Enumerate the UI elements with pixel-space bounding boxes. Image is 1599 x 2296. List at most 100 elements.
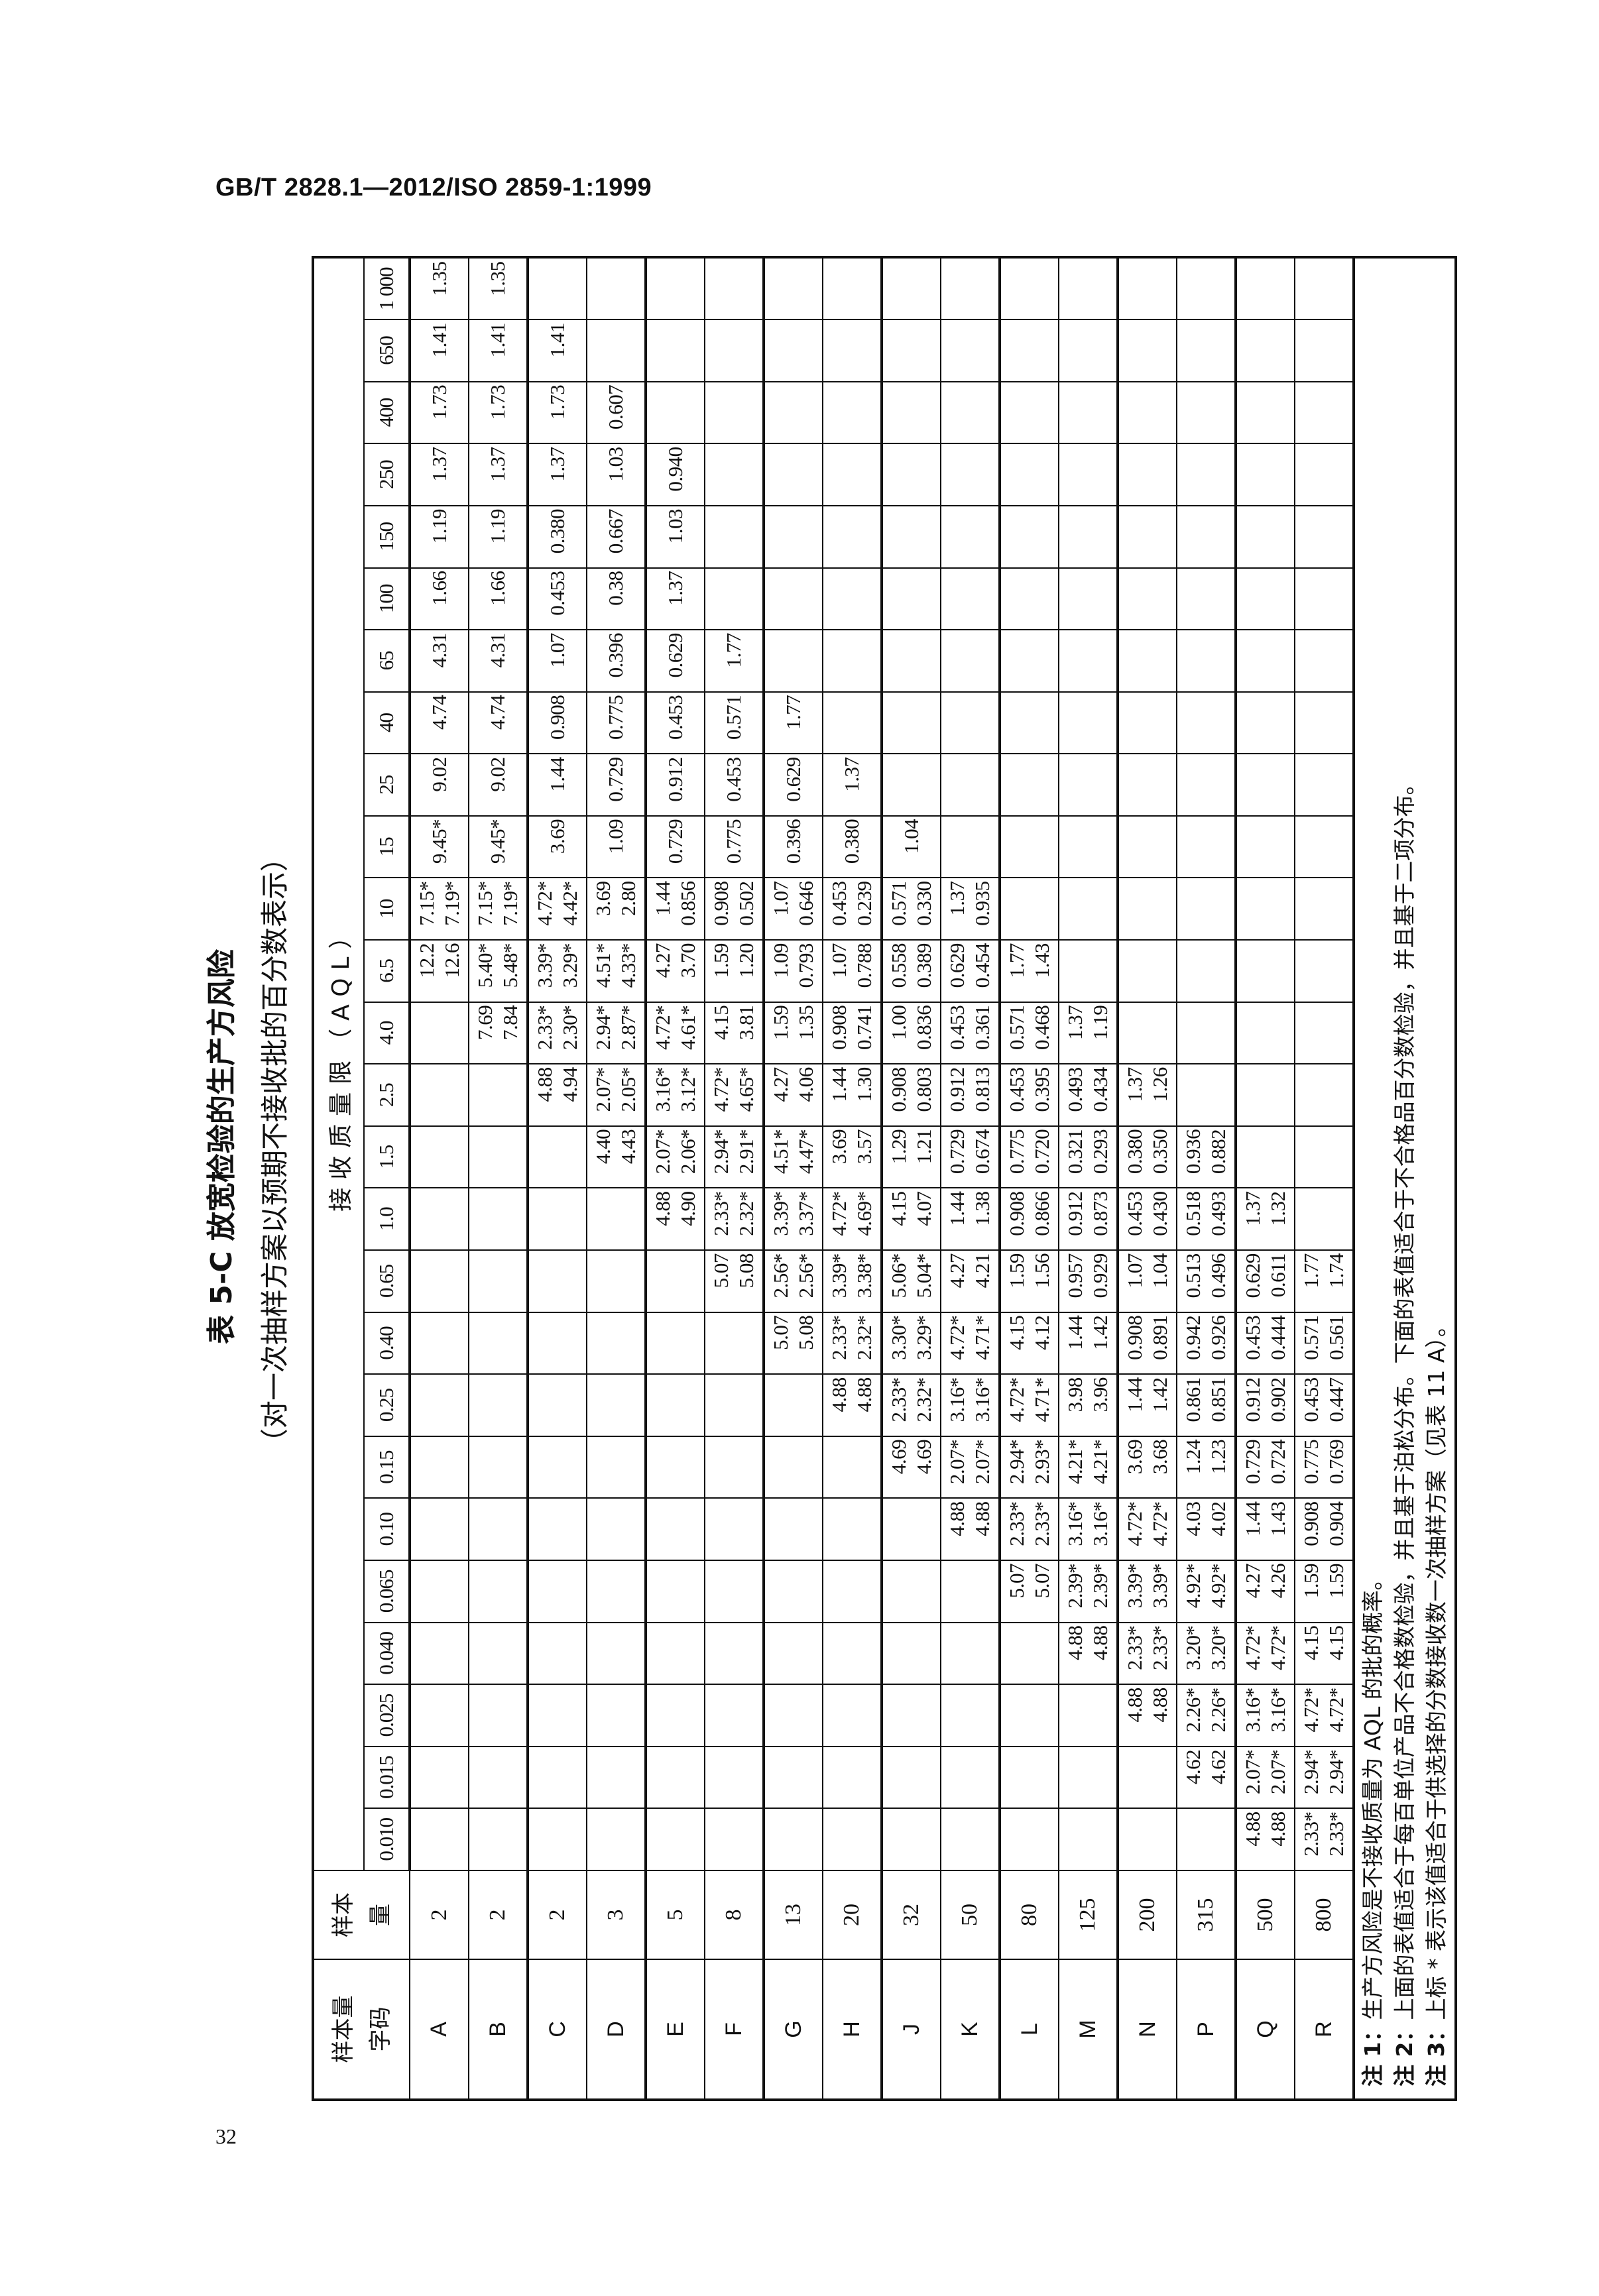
- risk-cell: [1059, 319, 1118, 382]
- risk-cell: 1.44: [528, 754, 587, 816]
- risk-value-poisson: 3.16*: [651, 1067, 674, 1112]
- risk-value-poisson: 0.942: [1181, 1315, 1205, 1360]
- risk-value-binomial: 4.43: [617, 1129, 640, 1165]
- aql-column-header: 65: [364, 630, 410, 692]
- risk-cell: [1000, 630, 1059, 692]
- risk-cell-values: 1.59 1.56: [1001, 1251, 1058, 1312]
- risk-cell: [1000, 567, 1059, 630]
- risk-value-binomial: 0.454: [971, 943, 994, 988]
- risk-cell-values: 1.29 1.21: [883, 1127, 940, 1188]
- risk-value-poisson: 4.88: [827, 1377, 851, 1412]
- sample-size: 8: [705, 1870, 764, 1959]
- risk-value-poisson: 0.571: [1005, 1005, 1028, 1050]
- risk-cell: [882, 381, 941, 444]
- risk-cell: [705, 567, 764, 630]
- risk-value-poisson: 4.88: [533, 1067, 556, 1102]
- risk-cell-values: 7.69 7.84: [469, 1003, 526, 1064]
- risk-cell: [528, 1374, 587, 1436]
- risk-cell-values: 0.453: [705, 754, 762, 815]
- risk-cell-values: 4.69 4.69: [883, 1437, 940, 1498]
- risk-cell: [941, 1622, 1000, 1685]
- risk-cell-values: 1.04: [883, 817, 940, 878]
- risk-cell: 1.77 1.74: [1295, 1250, 1354, 1312]
- risk-cell: 0.908 0.803: [882, 1064, 941, 1126]
- risk-cell-values: 4.88 4.88: [1059, 1623, 1116, 1684]
- risk-value-poisson: 12.2: [415, 943, 438, 978]
- risk-cell: 1.03: [646, 505, 705, 568]
- risk-value-poisson: 1.07: [827, 943, 851, 978]
- risk-cell: [646, 1684, 705, 1747]
- risk-value: 1.19: [486, 508, 509, 544]
- table-title: 表 5-C 放宽检验的生产方风险: [205, 949, 239, 1344]
- risk-cell: [1000, 691, 1059, 754]
- risk-cell: 3.20* 3.20*: [1177, 1622, 1236, 1685]
- aql-column-header: 250: [364, 443, 410, 506]
- risk-value: 1.66: [486, 571, 509, 606]
- risk-value-binomial: 4.12: [1030, 1315, 1053, 1350]
- risk-cell: 4.72* 4.61*: [646, 1002, 705, 1064]
- risk-cell-values: 4.15 4.07: [883, 1188, 940, 1249]
- aql-column-header: 0.040: [364, 1622, 410, 1685]
- risk-cell-values: 9.02: [411, 754, 468, 815]
- risk-value-binomial: 1.43: [1030, 943, 1053, 978]
- risk-cell: [882, 1808, 941, 1870]
- table-subtitle: （对一次抽样方案以预期不接收批的百分数表示）: [259, 844, 291, 1457]
- risk-cell: [1236, 815, 1295, 878]
- risk-cell-values: 1.41: [469, 320, 526, 381]
- risk-value-poisson: 4.88: [1063, 1625, 1087, 1660]
- risk-cell: 1.09 0.793: [764, 940, 823, 1002]
- risk-value-binomial: 4.65*: [735, 1067, 758, 1112]
- risk-cell: [882, 1746, 941, 1809]
- risk-cell-values: 1.07 0.788: [823, 941, 880, 1002]
- sample-size-code: H: [823, 1959, 882, 2100]
- risk-value: 1.37: [664, 571, 687, 606]
- risk-cell: 0.775 0.769: [1295, 1436, 1354, 1499]
- risk-value-poisson: 1.44: [1063, 1315, 1087, 1350]
- risk-value-poisson: 0.775: [1299, 1439, 1323, 1485]
- risk-cell-values: 1.37 1.26: [1119, 1064, 1176, 1125]
- risk-cell-values: 4.72* 4.69*: [823, 1188, 880, 1249]
- risk-cell-values: 4.21* 4.21*: [1059, 1437, 1116, 1498]
- risk-cell: 2.07* 2.07*: [1236, 1746, 1295, 1809]
- risk-value: 1.77: [722, 633, 745, 668]
- risk-cell-values: 2.94* 2.94*: [1295, 1747, 1352, 1808]
- risk-cell: [1177, 567, 1236, 630]
- risk-value: 1.04: [900, 819, 923, 854]
- risk-cell: 0.908 0.502: [705, 878, 764, 941]
- risk-cell: [705, 1498, 764, 1561]
- producer-risk-table: 样本量 字码 样本 量 接收质量限（AQL） 0.010 0.015 0.025 0.…: [312, 256, 1457, 2101]
- risk-cell: [587, 1188, 646, 1251]
- risk-value-poisson: 0.629: [945, 943, 969, 988]
- risk-value-poisson: 4.51*: [591, 943, 615, 988]
- risk-value-binomial: 0.720: [1030, 1129, 1053, 1175]
- risk-cell: [1236, 754, 1295, 816]
- risk-value-binomial: 2.32*: [912, 1377, 935, 1422]
- risk-value: 0.940: [664, 447, 687, 492]
- risk-cell-values: 4.27 4.26: [1237, 1561, 1294, 1622]
- risk-cell: 1.41: [410, 319, 469, 382]
- risk-cell: 4.15 4.15: [1295, 1622, 1354, 1685]
- risk-cell: 1.35: [469, 257, 528, 320]
- risk-cell: [764, 1808, 823, 1870]
- risk-cell: [705, 1622, 764, 1685]
- risk-cell-values: 1.19: [411, 506, 468, 567]
- risk-cell-values: 5.40* 5.48*: [469, 941, 526, 1002]
- risk-value-poisson: 0.453: [945, 1005, 969, 1050]
- risk-value: 0.775: [604, 695, 627, 740]
- risk-value-poisson: 2.07*: [651, 1129, 674, 1175]
- risk-cell: [1118, 815, 1177, 878]
- sample-size: 125: [1059, 1870, 1118, 1959]
- risk-cell: [1295, 878, 1354, 941]
- table-row: L 80 5.07 5.07 2.33* 2.33* 2.94* 2.93* 4.72* 4.71…: [1000, 257, 1059, 2100]
- risk-cell: [1236, 940, 1295, 1002]
- table-row: C 2 4.88 4.94 2.33* 2.30* 3.39* 3.29* 4.72* 4.42*…: [528, 257, 587, 2100]
- risk-value-poisson: 1.44: [945, 1191, 969, 1226]
- aql-column-header: 2.5: [364, 1064, 410, 1126]
- risk-cell: [705, 319, 764, 382]
- risk-cell: [1295, 257, 1354, 320]
- risk-cell-values: 0.775 0.769: [1295, 1437, 1352, 1498]
- risk-cell: 1.37: [646, 567, 705, 630]
- risk-cell: [646, 1498, 705, 1561]
- sample-size: 800: [1295, 1870, 1354, 1959]
- risk-value-binomial: 3.16*: [971, 1377, 994, 1422]
